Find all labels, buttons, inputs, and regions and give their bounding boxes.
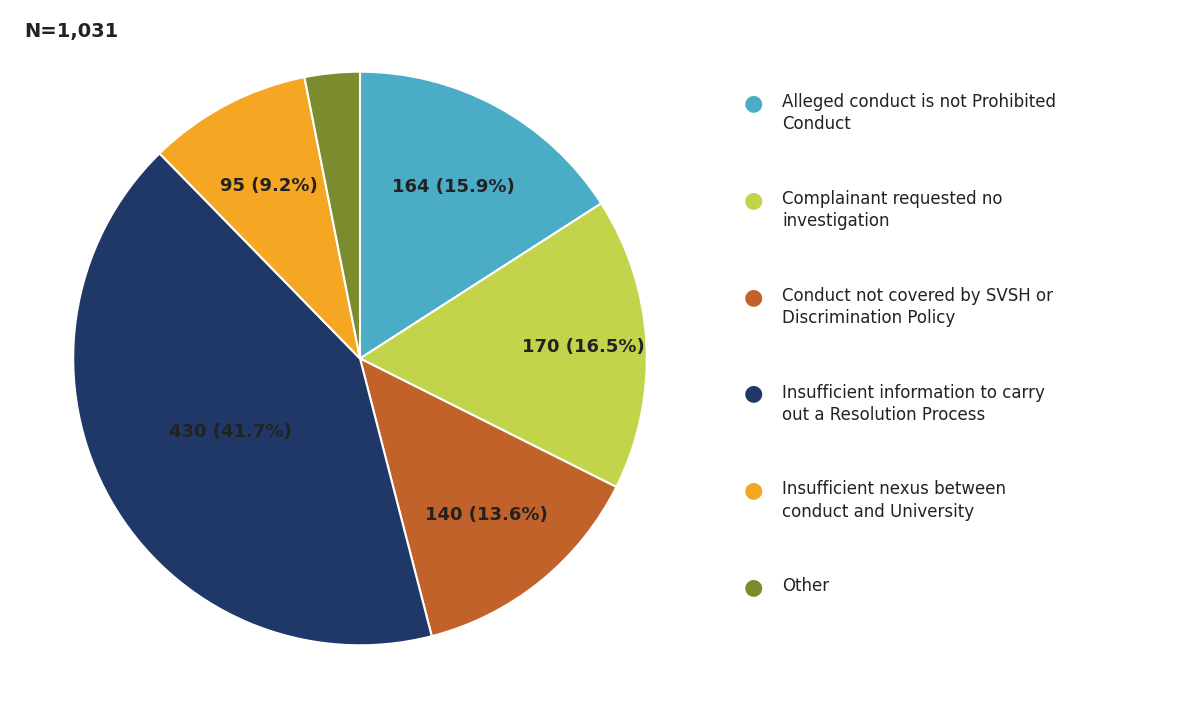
Text: N=1,031: N=1,031 [24, 22, 119, 40]
Text: ●: ● [744, 93, 763, 113]
Text: 140 (13.6%): 140 (13.6%) [425, 505, 547, 523]
Text: 170 (16.5%): 170 (16.5%) [522, 338, 644, 356]
Wedge shape [73, 153, 432, 645]
Text: ●: ● [744, 480, 763, 500]
Text: 430 (41.7%): 430 (41.7%) [169, 423, 292, 441]
Text: Alleged conduct is not Prohibited
Conduct: Alleged conduct is not Prohibited Conduc… [782, 93, 1056, 133]
Wedge shape [160, 77, 360, 358]
Text: ●: ● [744, 287, 763, 307]
Text: Insufficient information to carry
out a Resolution Process: Insufficient information to carry out a … [782, 384, 1045, 424]
Text: Conduct not covered by SVSH or
Discrimination Policy: Conduct not covered by SVSH or Discrimin… [782, 287, 1054, 327]
Text: Other: Other [782, 577, 829, 595]
Wedge shape [360, 72, 601, 358]
Wedge shape [360, 204, 647, 487]
Text: 164 (15.9%): 164 (15.9%) [392, 179, 515, 196]
Text: ●: ● [744, 190, 763, 210]
Text: 95 (9.2%): 95 (9.2%) [221, 177, 318, 195]
Wedge shape [360, 358, 617, 636]
Text: Insufficient nexus between
conduct and University: Insufficient nexus between conduct and U… [782, 480, 1007, 521]
Wedge shape [305, 72, 360, 358]
Text: ●: ● [744, 577, 763, 597]
Text: Complainant requested no
investigation: Complainant requested no investigation [782, 190, 1003, 230]
Text: ●: ● [744, 384, 763, 404]
